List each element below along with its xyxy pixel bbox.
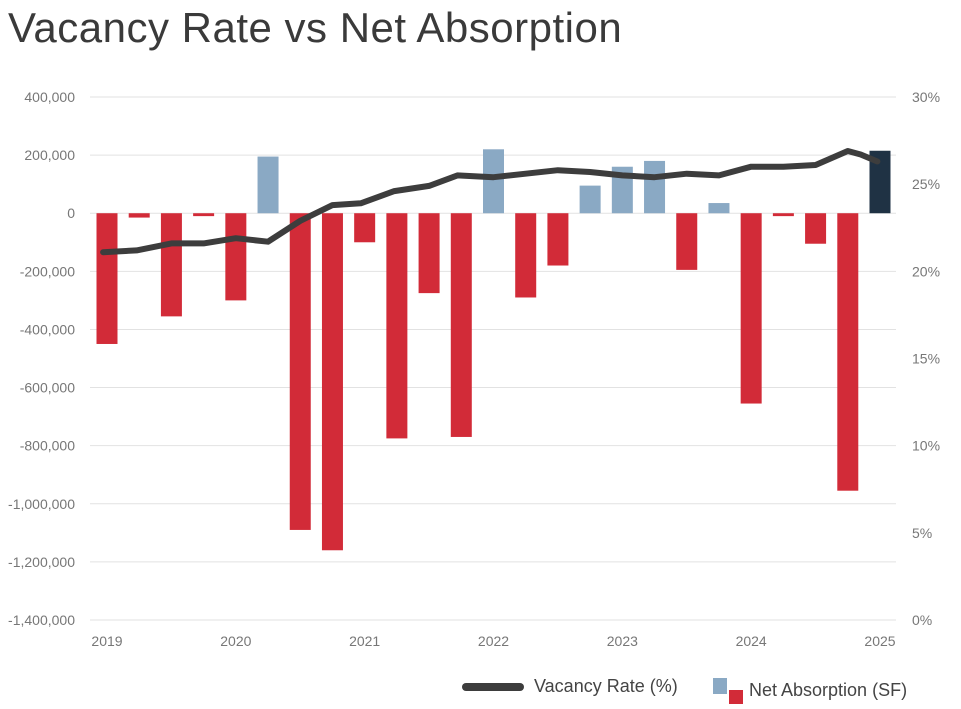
net-absorption-bar [772, 213, 794, 217]
net-absorption-bar [805, 213, 827, 244]
legend-bar-label: Net Absorption (SF) [749, 679, 908, 700]
net-absorption-bar [515, 213, 537, 298]
net-absorption-bar [96, 213, 118, 344]
left-tick-label: 0 [67, 205, 75, 221]
vacancy-rate-swatch [462, 682, 524, 691]
left-tick-label: 200,000 [24, 147, 75, 163]
x-tick-label: 2020 [220, 633, 251, 649]
net-absorption-bar [128, 213, 150, 218]
net-absorption-bar [418, 213, 440, 294]
net-absorption-bar [837, 213, 859, 491]
left-axis: 400,000 200,000 0 -200,000 -400,000 -600,000 -… [8, 89, 75, 628]
vacancy-rate-line [100, 148, 881, 256]
left-tick-label: 400,000 [24, 89, 75, 105]
net-absorption-bar [225, 213, 247, 301]
left-tick-label: -1,400,000 [8, 612, 75, 628]
x-tick-label: 2022 [478, 633, 509, 649]
chart-title: Vacancy Rate vs Net Absorption [8, 4, 623, 51]
legend-line-label: Vacancy Rate (%) [534, 676, 678, 696]
net-absorption-bar [644, 160, 666, 214]
net-absorption-bar [354, 213, 376, 243]
net-absorption-bar [386, 213, 408, 439]
left-tick-label: -800,000 [20, 438, 75, 454]
line-series [100, 148, 881, 256]
x-tick-label: 2025 [864, 633, 895, 649]
left-tick-label: -600,000 [20, 380, 75, 396]
negative-swatch [729, 690, 743, 704]
right-tick-label: 25% [912, 176, 940, 192]
left-tick-label: -1,000,000 [8, 496, 75, 512]
right-tick-label: 20% [912, 263, 940, 279]
left-tick-label: -1,200,000 [8, 554, 75, 570]
net-absorption-bar [193, 213, 215, 217]
positive-swatch [713, 678, 727, 694]
x-tick-label: 2024 [736, 633, 767, 649]
legend-bars: Net Absorption (SF) [713, 676, 907, 704]
legend-line: Vacancy Rate (%) [462, 676, 678, 697]
left-tick-label: -200,000 [20, 263, 75, 279]
right-tick-label: 15% [912, 351, 940, 367]
net-absorption-bar [160, 213, 182, 317]
net-absorption-bar [740, 213, 762, 404]
net-absorption-bar [321, 213, 343, 551]
net-absorption-bar [257, 156, 279, 214]
net-absorption-bar [708, 203, 730, 214]
net-absorption-bar [869, 150, 891, 214]
net-absorption-bar [483, 149, 504, 214]
right-axis: 30% 25% 20% 15% 10% 5% 0% [912, 89, 940, 628]
right-tick-label: 10% [912, 438, 940, 454]
net-absorption-swatch [713, 676, 743, 704]
right-tick-label: 5% [912, 525, 932, 541]
net-absorption-bar [547, 213, 569, 266]
left-tick-label: -400,000 [20, 321, 75, 337]
x-tick-label: 2023 [607, 633, 638, 649]
x-axis: 2019 2020 2021 2022 2023 2024 2025 [91, 633, 895, 649]
net-absorption-bar [676, 213, 698, 270]
right-tick-label: 0% [912, 612, 932, 628]
net-absorption-bar [579, 185, 601, 214]
net-absorption-bar [450, 213, 472, 437]
right-tick-label: 30% [912, 89, 940, 105]
chart-area: 400,000 200,000 0 -200,000 -400,000 -600,000 -… [8, 89, 940, 649]
bar-series [96, 149, 891, 551]
x-tick-label: 2021 [349, 633, 380, 649]
x-tick-label: 2019 [91, 633, 122, 649]
net-absorption-bar [289, 213, 311, 530]
